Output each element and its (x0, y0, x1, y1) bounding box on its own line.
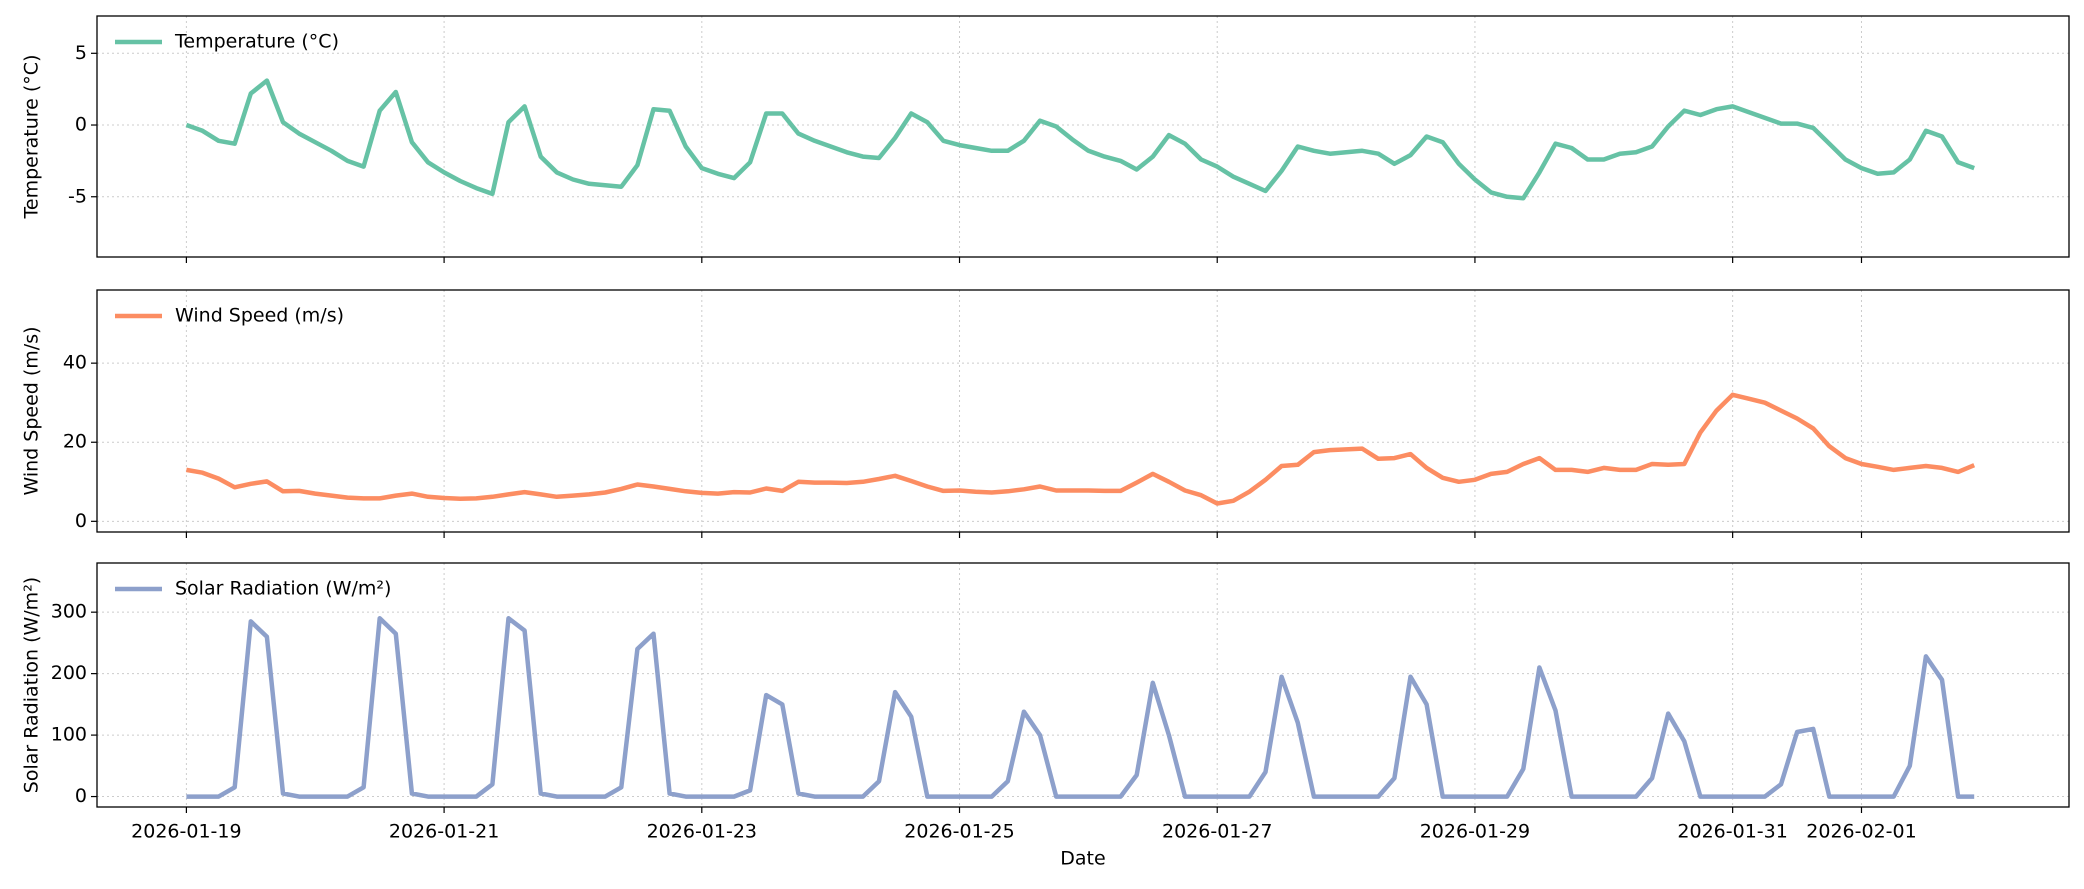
legend-label: Wind Speed (m/s) (175, 305, 344, 327)
data-line (186, 616, 1975, 799)
y-tick-label: 0 (75, 114, 87, 136)
x-axis-label: Date (1060, 848, 1105, 870)
y-tick-label: 200 (51, 662, 87, 684)
axes-frame (96, 562, 2070, 808)
x-tick-label: 2026-01-19 (131, 821, 241, 843)
x-tick-label: 2026-01-31 (1677, 821, 1787, 843)
y-tick-label: 5 (75, 42, 87, 64)
y-tick-label: 40 (63, 352, 87, 374)
y-tick-label: 300 (51, 601, 87, 623)
legend-label: Solar Radiation (W/m²) (175, 578, 391, 600)
axes-frame (96, 15, 2070, 258)
y-tick-label: 0 (75, 785, 87, 807)
axes-frame (96, 289, 2070, 533)
y-tick-label: 20 (63, 431, 87, 453)
x-tick-label: 2026-01-23 (647, 821, 757, 843)
y-axis-label: Wind Speed (m/s) (21, 326, 43, 495)
y-axis-label: Solar Radiation (W/m²) (21, 577, 43, 793)
x-tick-label: 2026-02-01 (1806, 821, 1916, 843)
y-tick-label: 0 (75, 510, 87, 532)
y-tick-label: 100 (51, 724, 87, 746)
x-tick-label: 2026-01-27 (1162, 821, 1272, 843)
legend-label: Temperature (°C) (174, 31, 339, 53)
data-line (185, 78, 1975, 201)
x-tick-label: 2026-01-29 (1420, 821, 1530, 843)
data-line (186, 392, 1976, 506)
y-axis-label: Temperature (°C) (21, 55, 43, 220)
x-tick-label: 2026-01-21 (389, 821, 499, 843)
x-tick-label: 2026-01-25 (904, 821, 1014, 843)
y-tick-label: -5 (68, 185, 87, 207)
